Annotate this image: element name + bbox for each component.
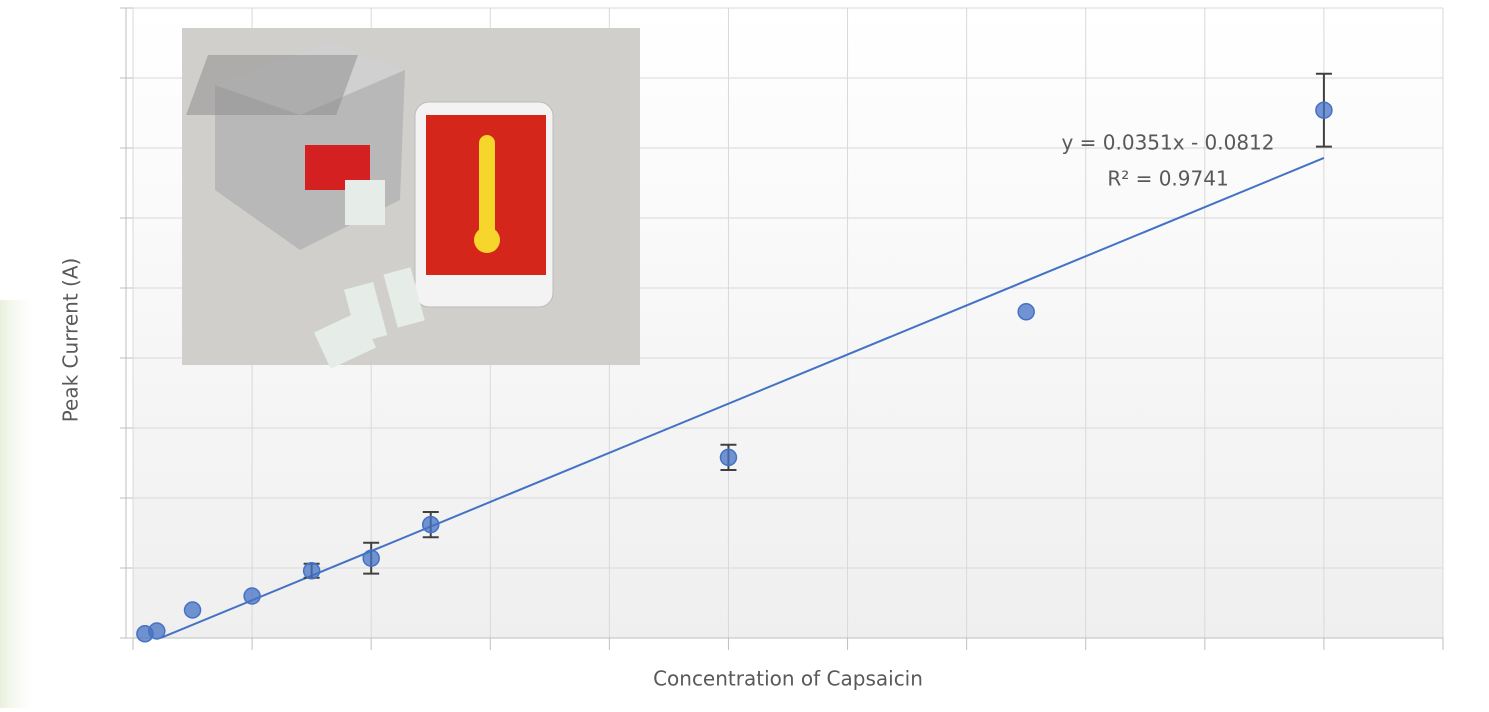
data-point xyxy=(302,562,321,580)
data-point xyxy=(1315,101,1333,119)
data-point xyxy=(719,448,738,467)
y-axis-label: Peak Current (A) xyxy=(59,258,83,423)
data-point xyxy=(243,587,261,605)
edge-tint xyxy=(0,300,40,708)
data-point xyxy=(183,601,202,619)
data-point xyxy=(362,549,380,567)
trend-equation: y = 0.0351x - 0.0812 xyxy=(1061,131,1274,155)
x-axis-label: Concentration of Capsaicin xyxy=(653,667,923,691)
inset-photo xyxy=(182,28,640,369)
trend-r2: R² = 0.9741 xyxy=(1107,167,1228,191)
trendline xyxy=(160,157,1325,639)
data-point xyxy=(148,622,166,640)
data-point xyxy=(1017,303,1035,321)
data-point xyxy=(421,515,440,534)
